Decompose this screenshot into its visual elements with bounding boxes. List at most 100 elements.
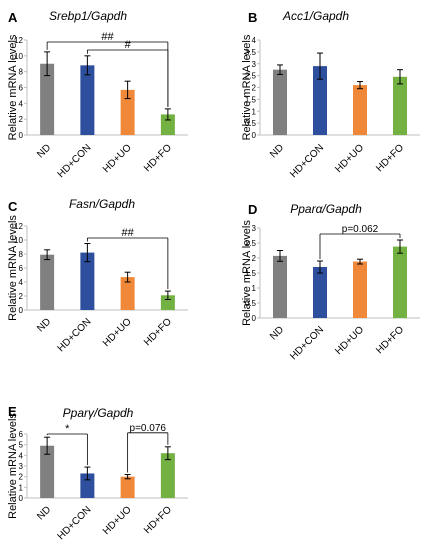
significance-label: # xyxy=(125,39,132,51)
significance-label: p=0.062 xyxy=(342,224,379,235)
y-axis-label: Relative mRNA levels xyxy=(241,220,253,326)
y-tick-label: 3 xyxy=(252,60,257,69)
significance-label: p=0.076 xyxy=(130,423,167,434)
chart-title: Srebp1/Gapdh xyxy=(49,9,127,23)
bar-hd-uo xyxy=(353,85,367,135)
y-tick-label: 10 xyxy=(14,236,23,245)
y-tick-label: 3.5 xyxy=(245,48,257,57)
y-tick-label: 0 xyxy=(19,306,24,315)
bar-hd-con xyxy=(313,66,327,135)
y-tick-label: 0.5 xyxy=(245,119,257,128)
category-label: HD+UO xyxy=(101,504,134,537)
y-tick-label: 8 xyxy=(19,68,24,77)
category-label: HD+CON xyxy=(288,324,326,362)
bar-hd-con xyxy=(80,473,95,498)
panel-letter: A xyxy=(8,10,18,25)
category-label: HD+FO xyxy=(142,316,174,348)
y-tick-label: 1.5 xyxy=(245,269,257,278)
category-label: HD+CON xyxy=(56,316,94,354)
y-axis-label: Relative mRNA levels xyxy=(7,215,19,321)
bar-hd-con xyxy=(80,65,95,135)
category-label: HD+UO xyxy=(333,142,366,175)
y-axis-label: Relative mRNA levels xyxy=(7,34,19,140)
y-tick-label: 0 xyxy=(19,131,24,140)
y-tick-label: 12 xyxy=(14,222,23,231)
y-tick-label: 12 xyxy=(14,36,23,45)
bar-nd xyxy=(40,254,55,310)
bar-nd xyxy=(273,255,287,318)
y-tick-label: 2 xyxy=(252,84,257,93)
bar-hd-con xyxy=(80,252,95,310)
y-tick-label: 3 xyxy=(252,224,257,233)
category-label: HD+FO xyxy=(142,142,174,174)
bar-hd-con xyxy=(313,267,327,318)
y-tick-label: 6 xyxy=(19,430,24,439)
y-axis-label: Relative mRNA levels xyxy=(241,34,253,140)
y-tick-label: 0.5 xyxy=(245,299,257,308)
bar-hd-uo xyxy=(120,277,135,310)
category-label: ND xyxy=(268,324,286,342)
panel-letter: E xyxy=(8,404,17,419)
y-tick-label: 1 xyxy=(252,107,257,116)
y-tick-label: 2 xyxy=(252,254,257,263)
y-tick-label: 0 xyxy=(252,314,257,323)
y-tick-label: 4 xyxy=(19,451,24,460)
y-tick-label: 2 xyxy=(19,473,24,482)
y-tick-label: 4 xyxy=(19,99,24,108)
bar-hd-uo xyxy=(353,261,367,318)
chart-title: Pparα/Gapdh xyxy=(290,202,362,216)
category-label: ND xyxy=(268,142,286,160)
significance-label: ## xyxy=(122,227,135,239)
y-tick-label: 4 xyxy=(19,278,24,287)
y-tick-label: 3 xyxy=(19,462,24,471)
y-tick-label: 2 xyxy=(19,115,24,124)
category-label: HD+FO xyxy=(374,142,406,174)
category-label: ND xyxy=(35,504,53,522)
chart-title: Fasn/Gapdh xyxy=(69,197,135,211)
category-label: ND xyxy=(35,142,53,160)
chart-title: Acc1/Gapdh xyxy=(282,9,349,23)
y-tick-label: 1.5 xyxy=(245,95,257,104)
bar-hd-fo xyxy=(160,453,175,498)
category-label: HD+UO xyxy=(101,316,134,349)
category-label: ND xyxy=(35,316,53,334)
bar-hd-uo xyxy=(120,89,135,135)
y-tick-label: 6 xyxy=(19,264,24,273)
y-axis-label: Relative mRNA levels xyxy=(7,413,19,519)
y-tick-label: 5 xyxy=(19,441,24,450)
category-label: HD+CON xyxy=(56,142,94,180)
category-label: HD+CON xyxy=(288,142,326,180)
category-label: HD+FO xyxy=(374,324,406,356)
y-tick-label: 2.5 xyxy=(245,239,257,248)
category-label: HD+CON xyxy=(56,504,94,542)
bar-hd-uo xyxy=(120,476,135,498)
chart-title: Pparγ/Gapdh xyxy=(63,406,134,420)
category-label: HD+FO xyxy=(142,504,174,536)
y-tick-label: 1 xyxy=(252,284,257,293)
y-tick-label: 2 xyxy=(19,292,24,301)
y-tick-label: 10 xyxy=(14,52,23,61)
y-tick-label: 0 xyxy=(19,494,24,503)
y-tick-label: 0 xyxy=(252,131,257,140)
panel-letter: D xyxy=(248,202,257,217)
category-label: HD+UO xyxy=(101,142,134,175)
bar-hd-fo xyxy=(393,76,407,135)
bar-nd xyxy=(40,63,55,135)
significance-label: * xyxy=(65,423,70,435)
y-tick-label: 8 xyxy=(19,250,24,259)
significance-label: ## xyxy=(101,31,114,43)
y-tick-label: 2.5 xyxy=(245,72,257,81)
bar-hd-fo xyxy=(160,295,175,310)
panel-letter: B xyxy=(248,10,257,25)
bar-hd-fo xyxy=(160,114,175,135)
bar-nd xyxy=(273,69,287,135)
y-tick-label: 4 xyxy=(252,36,257,45)
y-tick-label: 6 xyxy=(19,84,24,93)
y-tick-label: 1 xyxy=(19,483,24,492)
panel-letter: C xyxy=(8,199,18,214)
